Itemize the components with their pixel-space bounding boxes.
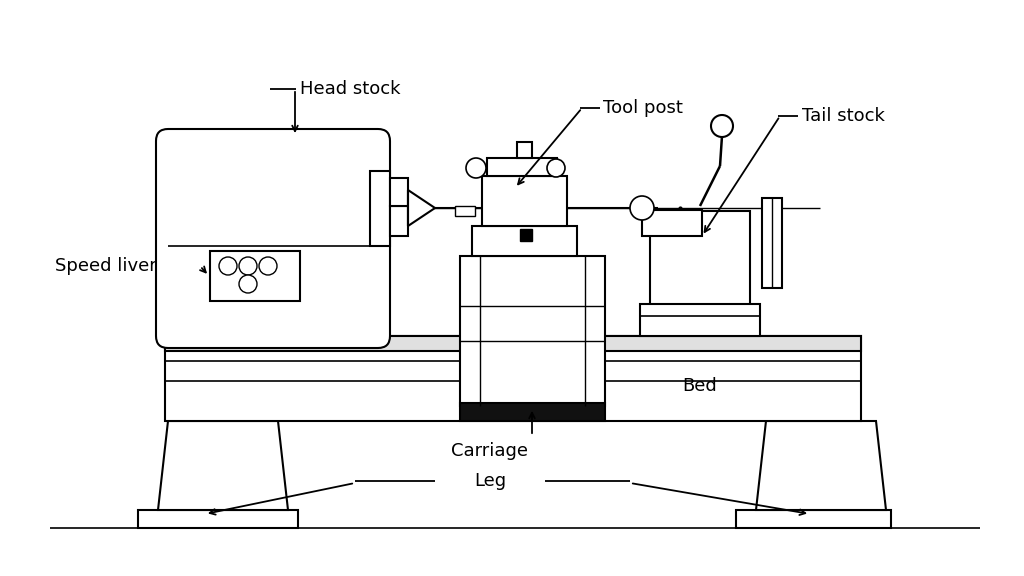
- Circle shape: [239, 275, 257, 293]
- Bar: [517, 142, 532, 158]
- Bar: [482, 176, 567, 226]
- Bar: [762, 198, 782, 288]
- Bar: [520, 229, 532, 241]
- FancyBboxPatch shape: [156, 129, 390, 348]
- Polygon shape: [756, 421, 886, 510]
- Circle shape: [466, 158, 486, 178]
- Bar: [210, 251, 300, 301]
- Bar: [460, 403, 605, 421]
- Bar: [472, 226, 577, 256]
- Bar: [650, 211, 750, 306]
- Text: Speed liver: Speed liver: [55, 257, 157, 275]
- Circle shape: [547, 159, 565, 177]
- Bar: [640, 304, 760, 336]
- Bar: [390, 178, 408, 206]
- Polygon shape: [408, 190, 435, 226]
- Circle shape: [259, 257, 278, 275]
- Circle shape: [630, 196, 654, 220]
- Bar: [487, 158, 557, 176]
- Bar: [460, 256, 605, 406]
- Bar: [736, 510, 891, 528]
- Bar: [370, 171, 390, 246]
- Bar: [642, 210, 702, 236]
- Text: Head stock: Head stock: [300, 80, 400, 98]
- Text: Tool post: Tool post: [603, 99, 683, 117]
- Text: Leg: Leg: [474, 472, 506, 490]
- Polygon shape: [158, 421, 288, 510]
- Circle shape: [711, 115, 733, 137]
- Bar: [165, 336, 861, 421]
- Text: Tail stock: Tail stock: [802, 107, 885, 125]
- Text: Carriage: Carriage: [452, 442, 528, 460]
- Bar: [165, 336, 861, 351]
- Circle shape: [219, 257, 237, 275]
- Circle shape: [239, 257, 257, 275]
- Bar: [390, 206, 408, 236]
- Bar: [455, 206, 475, 216]
- Bar: [138, 510, 298, 528]
- Text: Bed: Bed: [683, 377, 718, 395]
